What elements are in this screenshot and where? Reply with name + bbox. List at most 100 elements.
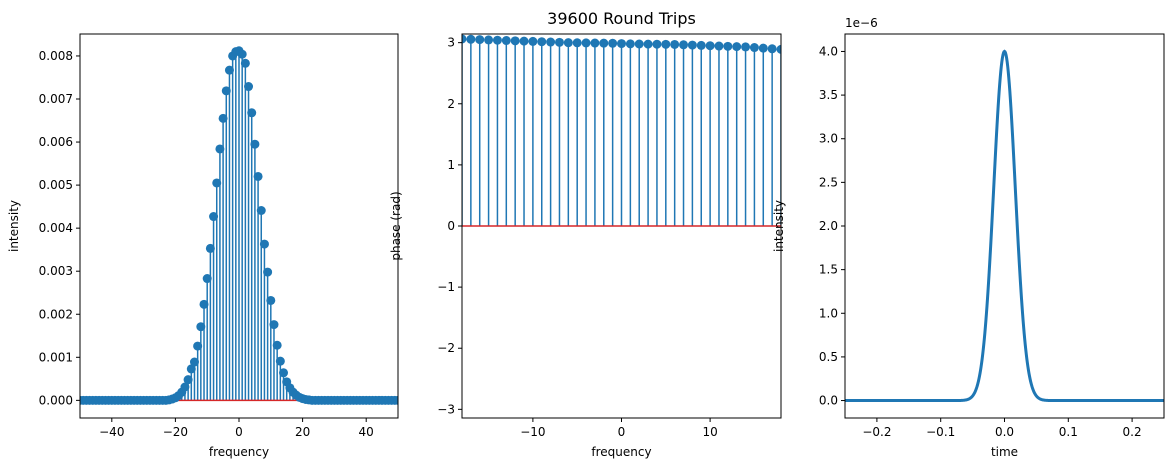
stem-marker bbox=[266, 295, 276, 305]
stem-marker bbox=[462, 34, 467, 44]
stem-marker bbox=[259, 239, 269, 249]
y-tick-label: 0.004 bbox=[39, 221, 73, 235]
stem-marker bbox=[537, 37, 547, 47]
stem-marker bbox=[696, 40, 706, 50]
stem-marker bbox=[209, 212, 219, 222]
stem-marker bbox=[767, 44, 777, 54]
y-tick-label: 0.003 bbox=[39, 264, 73, 278]
stem-marker bbox=[652, 39, 662, 49]
stem-marker bbox=[218, 113, 228, 123]
stem-marker bbox=[279, 368, 289, 378]
stem-marker bbox=[617, 39, 626, 49]
stem-marker bbox=[244, 82, 254, 92]
y-tick-label: 0.5 bbox=[819, 350, 838, 364]
stem-marker bbox=[237, 49, 247, 59]
stem-marker bbox=[212, 178, 222, 188]
stem-marker bbox=[546, 37, 556, 47]
stem-marker bbox=[275, 356, 285, 366]
intensity-line bbox=[845, 49, 1164, 403]
stem-marker bbox=[183, 375, 193, 385]
y-tick-label: 3.5 bbox=[819, 88, 838, 102]
stem-marker bbox=[253, 171, 263, 181]
stem-marker bbox=[705, 41, 715, 51]
stem-marker bbox=[563, 38, 573, 48]
x-tick-label: −20 bbox=[163, 425, 188, 439]
y-tick-label: 0.006 bbox=[39, 135, 73, 149]
y-tick-label: 0 bbox=[447, 219, 455, 233]
x-tick-label: −0.1 bbox=[926, 425, 955, 439]
stem-marker bbox=[741, 42, 751, 52]
stem-marker bbox=[180, 382, 190, 392]
stem-marker bbox=[625, 39, 635, 49]
stem-marker bbox=[466, 34, 476, 44]
y-tick-label: −3 bbox=[437, 402, 455, 416]
x-axis-label: frequency bbox=[591, 445, 651, 459]
intensity-spectrum-plot: −40 −20 0 20 40 0.000 0.001 0.002 0.003 0.004 0.00… bbox=[7, 33, 399, 459]
stem-marker bbox=[189, 357, 199, 367]
stem-marker bbox=[776, 44, 781, 54]
stem-marker bbox=[670, 39, 680, 49]
stem-marker bbox=[475, 35, 485, 45]
stem-marker bbox=[247, 108, 257, 118]
stem-marker bbox=[723, 41, 733, 51]
stem-marker bbox=[528, 36, 538, 46]
stem-marker bbox=[749, 43, 759, 53]
plot-area bbox=[462, 34, 781, 227]
y-tick-label: 2.0 bbox=[819, 219, 838, 233]
plot-area bbox=[845, 49, 1164, 403]
stem-marker bbox=[714, 41, 724, 51]
stem-marker bbox=[679, 40, 689, 50]
y-tick-label: −2 bbox=[437, 341, 455, 355]
stem-marker bbox=[224, 65, 234, 75]
stem-marker bbox=[643, 39, 653, 49]
stem-marker bbox=[393, 395, 398, 405]
x-tick-label: 0 bbox=[618, 425, 626, 439]
stem-marker bbox=[202, 274, 212, 284]
x-tick-label: 40 bbox=[359, 425, 374, 439]
stem-marker bbox=[199, 299, 209, 309]
x-tick-label: 0.1 bbox=[1059, 425, 1078, 439]
x-tick-label: 0 bbox=[235, 425, 243, 439]
stem-marker bbox=[193, 341, 203, 351]
stem-marker bbox=[590, 38, 600, 48]
figure-title: 39600 Round Trips bbox=[547, 9, 696, 28]
y-tick-label: 0.002 bbox=[39, 307, 73, 321]
stem-marker bbox=[256, 206, 266, 216]
y-tick-label: 3.0 bbox=[819, 132, 838, 146]
stem-marker bbox=[554, 37, 564, 47]
x-tick-label: 0.2 bbox=[1123, 425, 1142, 439]
stem-marker bbox=[732, 42, 742, 52]
y-tick-label: 1.5 bbox=[819, 263, 838, 277]
stem-marker bbox=[581, 38, 591, 48]
y-tick-label: 3 bbox=[447, 36, 455, 50]
x-axis-label: time bbox=[991, 445, 1018, 459]
y-tick-label: 0.005 bbox=[39, 178, 73, 192]
y-tick-label: 0.001 bbox=[39, 350, 73, 364]
x-tick-label: 20 bbox=[295, 425, 310, 439]
y-tick-label: 0.007 bbox=[39, 92, 73, 106]
x-tick-label: −40 bbox=[99, 425, 124, 439]
stem-marker bbox=[205, 243, 215, 253]
stem-marker bbox=[269, 320, 279, 330]
stem-marker bbox=[608, 38, 618, 48]
stem-marker bbox=[758, 43, 768, 53]
y-axis-label: phase (rad) bbox=[389, 191, 403, 260]
plot-area bbox=[80, 46, 398, 405]
stem-marker bbox=[572, 38, 582, 48]
x-tick-label: 0.0 bbox=[995, 425, 1014, 439]
y-tick-label: 2.5 bbox=[819, 175, 838, 189]
y-tick-label: 1 bbox=[447, 158, 455, 172]
stem-marker bbox=[634, 39, 644, 49]
stem-marker bbox=[661, 39, 671, 49]
y-axis-label: intensity bbox=[7, 200, 21, 252]
y-tick-label: 1.0 bbox=[819, 306, 838, 320]
stem-marker bbox=[599, 38, 609, 48]
y-axis-label: intensity bbox=[772, 200, 786, 252]
stem-marker bbox=[221, 86, 231, 96]
x-axis-label: frequency bbox=[209, 445, 269, 459]
x-tick-label: −10 bbox=[520, 425, 545, 439]
stem-marker bbox=[501, 36, 511, 46]
stem-marker bbox=[240, 58, 250, 68]
axes-frame bbox=[844, 33, 1165, 419]
stem-marker bbox=[263, 267, 273, 277]
